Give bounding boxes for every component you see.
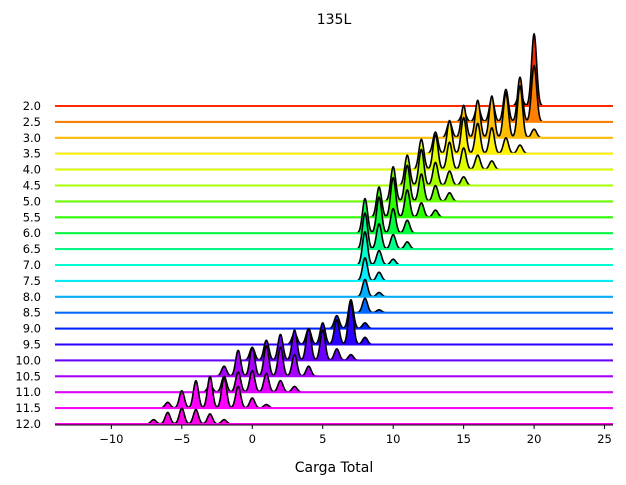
ridge-line-5.0 (55, 164, 613, 203)
ridge-fill-4.5 (55, 149, 613, 186)
y-tick-label: 8.5 (23, 306, 41, 320)
ridge-line-6.5 (55, 212, 613, 250)
ridge-line-12.0 (55, 407, 613, 425)
ridge-8.0 (55, 278, 613, 298)
y-tick-label: 4.5 (23, 179, 41, 193)
chart-title: 135L (317, 12, 352, 28)
y-tick-label: 12.0 (15, 417, 41, 431)
ridge-6.0 (55, 196, 613, 235)
x-tick-label: 0 (249, 432, 256, 446)
y-tick-label: 3.0 (23, 131, 41, 145)
y-tick-label: 9.5 (23, 338, 41, 352)
ridge-line-8.0 (55, 278, 613, 298)
x-tick-label: 10 (386, 432, 401, 446)
y-tick-label: 3.5 (23, 147, 41, 161)
ridge-line-7.5 (55, 256, 613, 282)
ridge-fill-12.0 (55, 408, 613, 424)
y-tick-label: 10.0 (15, 353, 41, 367)
ridge-fill-7.5 (55, 257, 613, 281)
ridge-9.5 (55, 300, 613, 346)
ridge-2.0 (55, 32, 613, 107)
ridge-fill-8.5 (55, 298, 613, 313)
y-tick-label: 5.0 (23, 194, 41, 208)
x-tick-label: 25 (597, 432, 612, 446)
y-tick-label: 2.0 (23, 99, 41, 113)
y-tick-label: 6.0 (23, 226, 41, 240)
x-tick-label: 20 (527, 432, 542, 446)
ridge-fill-6.0 (55, 197, 613, 234)
ridge-line-6.0 (55, 196, 613, 234)
ridge-fill-5.5 (55, 177, 613, 218)
ridge-fill-11.5 (55, 376, 613, 409)
ridges (55, 32, 613, 425)
ridge-fill-9.5 (55, 301, 613, 345)
ridge-9.0 (55, 298, 613, 330)
ridge-fill-11.0 (55, 370, 613, 393)
y-tick-label: 11.0 (15, 385, 41, 399)
ridge-7.5 (55, 256, 613, 282)
ridge-3.5 (55, 116, 613, 155)
ridge-line-8.5 (55, 297, 613, 314)
y-tick-labels: 2.0 2.5 3.0 3.5 4.0 4.55.0 5.5 6.0 6.5 7.0 7.5 8.0 8… (15, 99, 41, 431)
ridge-8.5 (55, 297, 613, 314)
ridge-fill-8.0 (55, 279, 613, 297)
ridge-line-4.0 (55, 134, 613, 171)
ridge-line-11.0 (55, 369, 613, 393)
x-tick-label: −5 (173, 432, 190, 446)
y-tick-label: 4.0 (23, 163, 41, 177)
y-tick-label: 2.5 (23, 115, 41, 129)
y-tick-label: 9.0 (23, 322, 41, 336)
ridge-fill-9.0 (55, 299, 613, 329)
x-tick-label: −10 (99, 432, 123, 446)
ridge-5.5 (55, 176, 613, 219)
y-tick-label: 6.5 (23, 242, 41, 256)
x-tick-label: 15 (456, 432, 471, 446)
ridge-11.0 (55, 369, 613, 394)
y-tick-label: 10.5 (15, 369, 41, 383)
ridge-line-5.5 (55, 176, 613, 219)
ridge-3.0 (55, 84, 613, 139)
ridge-10.5 (55, 345, 613, 378)
y-tick-label: 8.0 (23, 290, 41, 304)
y-tick-label: 11.5 (15, 401, 41, 415)
ridge-fill-4.0 (55, 135, 613, 170)
x-axis-label: Carga Total (295, 460, 373, 476)
ridge-4.0 (55, 134, 613, 171)
ridge-fill-5.0 (55, 165, 613, 202)
ridge-5.0 (55, 164, 613, 203)
ridge-line-2.0 (55, 32, 613, 107)
ridge-12.0 (55, 407, 613, 425)
y-tick-label: 7.5 (23, 274, 41, 288)
ridge-7.0 (55, 230, 613, 266)
ridge-fill-6.5 (55, 213, 613, 250)
y-tick-label: 5.5 (23, 210, 41, 224)
ridge-4.5 (55, 148, 613, 187)
ridge-11.5 (55, 375, 613, 410)
ridge-line-4.5 (55, 148, 613, 187)
y-tick-label: 7.0 (23, 258, 41, 272)
ridge-6.5 (55, 212, 613, 251)
x-tick-label: 5 (319, 432, 326, 446)
x-axis: −10 −5 0 5 10 15 20 25 (55, 424, 613, 446)
ridge-10.0 (55, 327, 613, 362)
